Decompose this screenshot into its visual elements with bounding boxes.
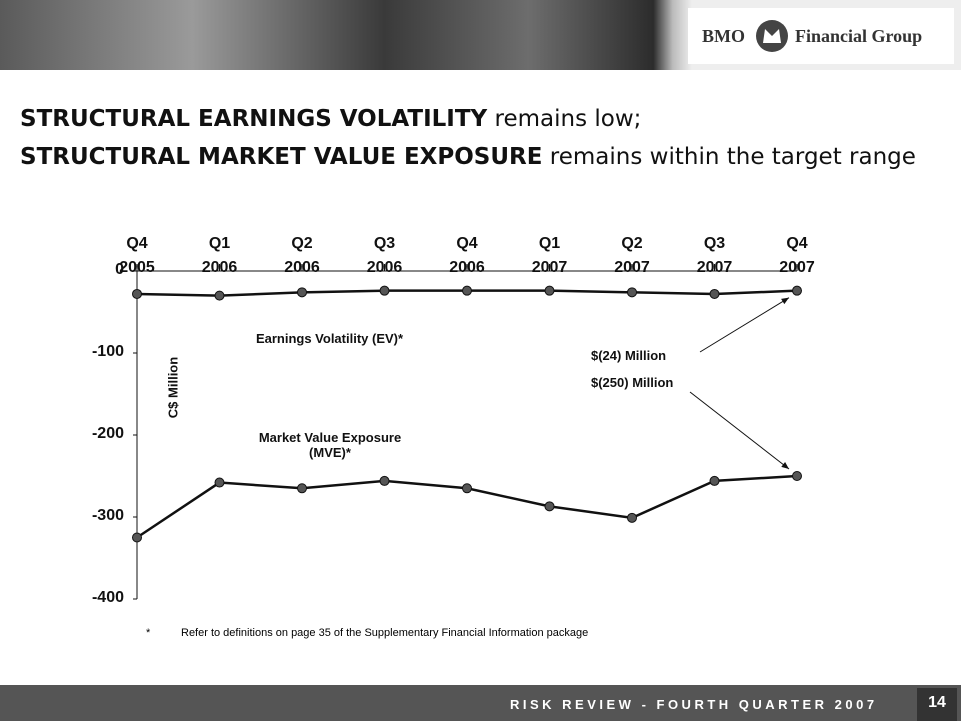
arrow-head	[781, 462, 789, 469]
logo-icon	[756, 20, 788, 52]
y-tick-label: -200	[91, 425, 124, 442]
x-tick-label: 2005	[119, 259, 155, 276]
data-point	[132, 288, 142, 299]
title-line: STRUCTURAL EARNINGS VOLATILITY remains l…	[20, 106, 641, 132]
footnote-mark: *	[146, 627, 151, 639]
page-number-box	[917, 688, 957, 721]
x-tick-label: Q2	[291, 235, 313, 252]
x-tick-label: 2007	[779, 259, 815, 276]
data-point	[462, 483, 472, 494]
y-tick-label: -100	[91, 343, 124, 360]
x-tick-label: 2007	[696, 259, 733, 276]
annotation-arrow	[689, 391, 790, 470]
y-axis-label: C$ Million	[165, 356, 181, 419]
footer-text: RISK REVIEW - FOURTH QUARTER 2007	[510, 697, 878, 712]
x-tick-label: Q1	[538, 235, 561, 252]
y-tick-label: 0	[115, 261, 124, 278]
x-tick-label: Q4	[786, 235, 808, 252]
group-name: Financial Group	[795, 26, 923, 46]
data-point	[379, 285, 390, 296]
x-tick-label: Q2	[621, 235, 643, 252]
data-point	[297, 287, 307, 298]
page-number: 14	[928, 694, 946, 711]
title-line: STRUCTURAL MARKET VALUE EXPOSURE remains…	[20, 144, 916, 170]
data-point	[627, 512, 637, 523]
data-point	[709, 475, 720, 486]
x-tick-label: Q3	[373, 235, 396, 252]
data-point	[214, 477, 225, 488]
annotation: $(24) Million	[591, 348, 667, 363]
data-point	[709, 288, 720, 299]
x-tick-label: Q3	[703, 235, 726, 252]
data-point	[297, 483, 307, 494]
brand: BMO	[702, 26, 745, 46]
data-point	[214, 290, 225, 301]
x-tick-label: 2006	[284, 259, 320, 276]
data-point	[627, 287, 637, 298]
series-label: Market Value Exposure (MVE)*	[258, 430, 402, 460]
title-rest: remains low;	[487, 106, 642, 132]
x-tick-label: 2007	[614, 259, 650, 276]
data-point	[792, 471, 802, 481]
annotation: $(250) Million	[591, 375, 674, 390]
title-rest: remains within the target range	[542, 144, 916, 170]
footnote: Refer to definitions on page 35 of the S…	[181, 627, 589, 639]
x-tick-label: 2006	[366, 259, 403, 276]
series-label: Earnings Volatility (EV)*	[255, 331, 404, 346]
x-tick-label: Q4	[126, 235, 148, 252]
arrow-head	[781, 297, 789, 305]
x-tick-label: 2006	[201, 259, 238, 276]
x-tick-label: Q1	[208, 235, 231, 252]
footer-bar	[0, 685, 961, 721]
title-bold: STRUCTURAL EARNINGS VOLATILITY	[20, 106, 488, 132]
y-tick-label: -400	[91, 589, 124, 606]
y-tick-label: -300	[91, 507, 124, 524]
data-point	[544, 501, 555, 512]
x-tick-label: 2007	[531, 259, 568, 276]
logo-box	[688, 8, 954, 64]
title-bold: STRUCTURAL MARKET VALUE EXPOSURE	[20, 144, 543, 170]
annotation-arrow	[699, 297, 790, 353]
x-tick-label: 2006	[449, 259, 485, 276]
x-tick-label: Q4	[456, 235, 478, 252]
data-point	[544, 285, 555, 296]
data-point	[132, 532, 142, 543]
data-point	[792, 285, 802, 296]
data-point	[379, 475, 390, 486]
data-point	[462, 285, 472, 296]
